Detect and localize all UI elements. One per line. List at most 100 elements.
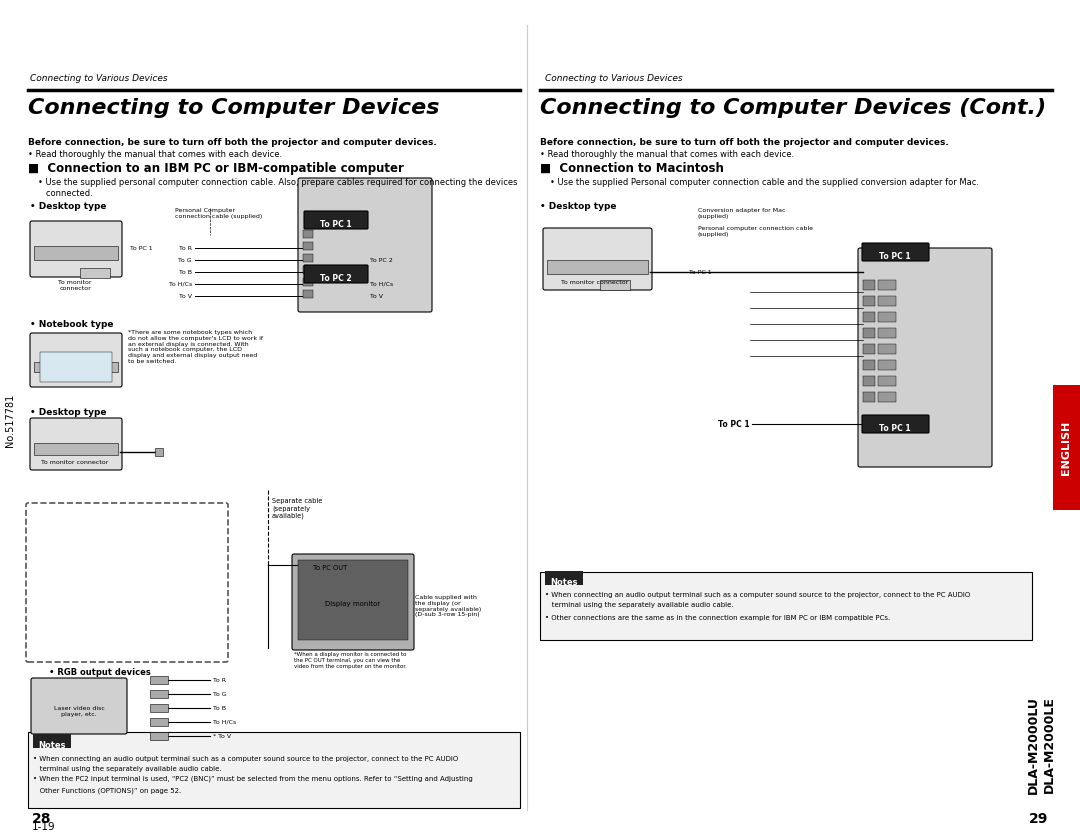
Text: Connecting to Computer Devices (Cont.): Connecting to Computer Devices (Cont.) [540, 98, 1047, 118]
Text: To PC 1: To PC 1 [879, 252, 910, 261]
Text: Connecting to Various Devices: Connecting to Various Devices [30, 74, 167, 83]
Bar [863, 392, 875, 402]
FancyBboxPatch shape [543, 228, 652, 290]
Bar [33, 246, 118, 260]
Text: Before connection, be sure to turn off both the projector and computer devices.: Before connection, be sure to turn off b… [28, 138, 436, 147]
Text: • Read thoroughly the manual that comes with each device.: • Read thoroughly the manual that comes … [540, 150, 794, 159]
Text: To G: To G [213, 691, 227, 696]
Bar [303, 242, 313, 250]
FancyBboxPatch shape [292, 554, 414, 650]
Text: • Use the supplied Personal computer connection cable and the supplied conversio: • Use the supplied Personal computer con… [550, 178, 978, 187]
FancyBboxPatch shape [303, 211, 368, 229]
Text: Connecting to Various Devices: Connecting to Various Devices [545, 74, 683, 83]
Bar [303, 254, 313, 262]
Text: To PC 1: To PC 1 [689, 269, 712, 274]
FancyBboxPatch shape [26, 503, 228, 662]
Text: To PC OUT: To PC OUT [313, 565, 348, 571]
Bar [303, 290, 313, 298]
Bar [878, 328, 896, 338]
Text: *There are some notebook types which
do not allow the computer's LCD to work if
: *There are some notebook types which do … [129, 330, 264, 364]
Bar [878, 344, 896, 354]
Text: Connecting to Computer Devices: Connecting to Computer Devices [28, 98, 440, 118]
Bar [863, 344, 875, 354]
Text: terminal using the separately available audio cable.: terminal using the separately available … [33, 766, 221, 772]
Text: ■  Connection to an IBM PC or IBM-compatible computer: ■ Connection to an IBM PC or IBM-compati… [28, 162, 404, 175]
Bar [33, 734, 71, 748]
Bar [878, 360, 896, 370]
Bar [150, 676, 168, 684]
Bar [600, 280, 630, 290]
Text: To monitor connector: To monitor connector [41, 460, 109, 465]
Text: To H/Cs: To H/Cs [168, 282, 192, 287]
Text: To PC 1: To PC 1 [718, 420, 750, 429]
Text: 29: 29 [1028, 812, 1048, 826]
Text: No.517781: No.517781 [5, 394, 15, 447]
FancyBboxPatch shape [30, 418, 122, 470]
Bar [863, 312, 875, 322]
Text: 1-19: 1-19 [32, 822, 56, 832]
Bar [878, 376, 896, 386]
Text: To PC 2: To PC 2 [320, 274, 352, 283]
Text: Cable supplied with
the display (or
separately available)
(D-sub 3-row 15-pin): Cable supplied with the display (or sepa… [415, 595, 482, 617]
Bar [40, 352, 112, 382]
Text: • RGB output devices: • RGB output devices [49, 668, 151, 677]
Text: To H/Cs: To H/Cs [370, 282, 393, 287]
Text: To PC 1: To PC 1 [879, 424, 910, 433]
Text: To PC 1: To PC 1 [320, 220, 352, 229]
FancyBboxPatch shape [30, 221, 122, 277]
Text: connected.: connected. [38, 189, 93, 198]
Bar [546, 260, 648, 274]
Text: To V: To V [179, 294, 192, 299]
Text: 28: 28 [32, 812, 52, 826]
Text: Display monitor: Display monitor [325, 601, 380, 607]
Bar [303, 230, 313, 238]
Text: DLA-M2000LE: DLA-M2000LE [1042, 696, 1055, 793]
Text: Conversion adapter for Mac
(supplied): Conversion adapter for Mac (supplied) [698, 208, 785, 219]
Text: To H/Cs: To H/Cs [213, 720, 237, 725]
Bar [150, 732, 168, 740]
Text: • Desktop type: • Desktop type [30, 408, 107, 417]
Bar [303, 278, 313, 286]
Text: To B: To B [213, 706, 226, 711]
FancyBboxPatch shape [862, 243, 929, 261]
Text: • Desktop type: • Desktop type [30, 202, 107, 211]
Bar [863, 376, 875, 386]
Text: Before connection, be sure to turn off both the projector and computer devices.: Before connection, be sure to turn off b… [540, 138, 948, 147]
Text: ENGLISH: ENGLISH [1061, 421, 1071, 475]
Bar [33, 443, 118, 455]
Text: To B: To B [179, 269, 192, 274]
Text: ■  Connection to Macintosh: ■ Connection to Macintosh [540, 162, 724, 175]
Text: To monitor
connector: To monitor connector [58, 280, 92, 291]
Text: • Other connections are the same as in the connection example for IBM PC or IBM : • Other connections are the same as in t… [545, 615, 890, 621]
Bar [863, 328, 875, 338]
Text: To monitor connector: To monitor connector [562, 280, 629, 285]
FancyBboxPatch shape [303, 265, 368, 283]
Text: Other Functions (OPTIONS)” on page 52.: Other Functions (OPTIONS)” on page 52. [33, 787, 181, 793]
Bar [156, 448, 163, 456]
Bar [303, 266, 313, 274]
Text: • Notebook type: • Notebook type [30, 320, 113, 329]
Text: Personal Computer
connection cable (supplied): Personal Computer connection cable (supp… [175, 208, 262, 219]
Text: Personal computer connection cable
(supplied): Personal computer connection cable (supp… [698, 226, 813, 237]
Bar [150, 718, 168, 726]
Bar [1053, 385, 1080, 510]
Text: *When a display monitor is connected to
the PC OUT terminal, you can view the
vi: *When a display monitor is connected to … [294, 652, 407, 669]
Text: • Desktop type: • Desktop type [540, 202, 617, 211]
Bar [298, 560, 408, 640]
Bar [545, 571, 583, 585]
Bar [28, 732, 519, 808]
Text: • When connecting an audio output terminal such as a computer sound source to th: • When connecting an audio output termin… [545, 592, 970, 598]
Bar [863, 360, 875, 370]
FancyBboxPatch shape [298, 178, 432, 312]
Text: Notes: Notes [550, 578, 578, 587]
Bar [878, 392, 896, 402]
FancyBboxPatch shape [30, 333, 122, 387]
Text: * To V: * To V [213, 733, 231, 738]
Bar [863, 280, 875, 290]
Bar [878, 312, 896, 322]
Text: Separate cable
(separately
available): Separate cable (separately available) [272, 498, 322, 519]
Bar [878, 280, 896, 290]
Bar [33, 362, 118, 372]
Text: To R: To R [213, 677, 226, 682]
Text: To PC 1: To PC 1 [130, 245, 152, 250]
